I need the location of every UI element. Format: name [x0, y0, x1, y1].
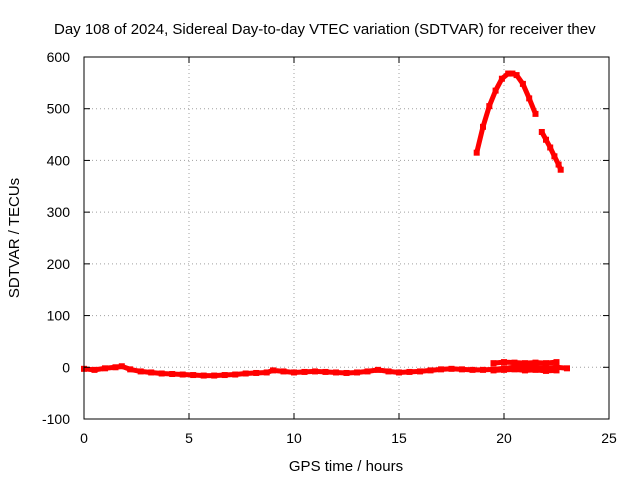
y-tick-label: 600 [47, 49, 71, 65]
x-tick-label: 0 [80, 430, 88, 446]
data-point [551, 153, 558, 160]
x-tick-label: 20 [496, 430, 512, 446]
data-point [301, 368, 308, 375]
data-point [91, 366, 98, 373]
data-point [438, 366, 444, 373]
data-point [137, 368, 144, 375]
data-point [221, 372, 228, 379]
data-point [526, 95, 533, 102]
y-tick-label: 0 [62, 359, 70, 375]
data-point [555, 161, 562, 168]
data-point [148, 369, 155, 376]
data-point [102, 365, 108, 372]
data-point [333, 369, 339, 376]
data-point [480, 123, 486, 130]
data-point [118, 363, 125, 370]
data-point [200, 372, 207, 379]
data-point [211, 372, 218, 379]
data-point [354, 369, 360, 376]
series-layer [81, 70, 570, 379]
data-point [364, 368, 371, 375]
data-point [127, 366, 134, 373]
data-point [543, 136, 549, 143]
data-point [553, 359, 560, 366]
data-point [547, 144, 554, 151]
y-tick-label: 200 [47, 256, 71, 272]
data-point [406, 368, 413, 375]
data-point [543, 367, 549, 374]
grid-layer [84, 57, 609, 419]
data-point [480, 366, 486, 373]
data-point [270, 367, 276, 374]
y-axis-label: SDTVAR / TECUs [6, 178, 23, 298]
data-point [242, 370, 249, 377]
data-point [280, 368, 287, 375]
data-point [448, 365, 455, 372]
data-point [459, 366, 465, 373]
data-point [553, 364, 560, 371]
data-point [490, 360, 497, 367]
y-tick-label: 100 [47, 308, 71, 324]
y-tick-label: 300 [47, 204, 71, 220]
data-point [158, 370, 165, 377]
data-point [501, 359, 507, 366]
data-point [532, 110, 539, 117]
data-point [538, 128, 545, 135]
data-point [553, 367, 560, 374]
data-point [492, 87, 499, 94]
data-point [564, 365, 570, 372]
x-tick-label: 10 [286, 430, 302, 446]
series-line-3 [474, 71, 538, 156]
data-point [232, 371, 239, 378]
data-point [557, 166, 564, 173]
x-axis-label: GPS time / hours [289, 458, 403, 475]
data-point [511, 366, 518, 373]
y-tick-label: -100 [42, 411, 70, 427]
data-point [263, 369, 270, 376]
data-point [522, 360, 528, 367]
data-point [486, 103, 493, 110]
x-tick-label: 5 [185, 430, 193, 446]
data-point [396, 369, 402, 376]
plot-frame [83, 56, 610, 420]
data-point [543, 360, 549, 367]
tick-layer: 0 5 10 15 20 25 -100 0 100 200 300 400 500 600 [42, 49, 617, 446]
data-point [169, 371, 176, 378]
data-point [253, 369, 260, 376]
data-point [291, 369, 297, 376]
data-point [522, 363, 528, 370]
data-point [427, 367, 434, 374]
data-point [322, 368, 329, 375]
y-tick-label: 500 [47, 101, 71, 117]
data-point [505, 70, 512, 77]
chart-title: Day 108 of 2024, Sidereal Day-to-day VTE… [54, 21, 596, 38]
data-point [312, 368, 318, 375]
data-point [511, 359, 518, 366]
data-point [375, 366, 381, 373]
data-point [519, 80, 526, 87]
data-point [190, 372, 197, 379]
data-point [498, 75, 505, 82]
data-point [469, 366, 476, 373]
data-point [473, 149, 480, 156]
data-point [179, 371, 186, 378]
data-point [385, 368, 392, 375]
data-point [501, 366, 507, 373]
data-point [513, 72, 520, 79]
data-point [112, 364, 119, 371]
y-tick-label: 400 [47, 152, 71, 168]
data-point [490, 367, 497, 374]
data-point [532, 366, 539, 373]
data-point [532, 359, 539, 366]
data-point [417, 368, 423, 375]
x-tick-label: 25 [601, 430, 617, 446]
data-point [343, 369, 350, 376]
data-point [522, 367, 528, 374]
x-tick-label: 15 [391, 430, 407, 446]
data-point [509, 70, 516, 77]
